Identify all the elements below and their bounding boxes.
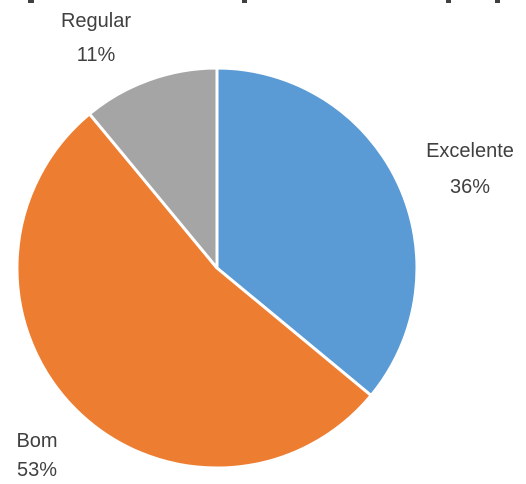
label-regular-name: Regular (61, 10, 131, 32)
pie-slice-bom (15, 112, 373, 470)
label-excelente-value: 36% (450, 176, 490, 198)
pie-slice-regular (88, 66, 219, 270)
pie-labels: Excelente 36% Bom 53% Regular 11% (16, 10, 513, 481)
pie-slice-excelente (215, 66, 419, 397)
pie-slices (15, 66, 419, 470)
label-regular-value: 11% (77, 44, 116, 66)
label-bom-name: Bom (16, 430, 57, 452)
label-bom-value: 53% (17, 459, 57, 481)
clipped-top-text (28, 0, 500, 3)
label-excelente-name: Excelente (426, 140, 514, 162)
